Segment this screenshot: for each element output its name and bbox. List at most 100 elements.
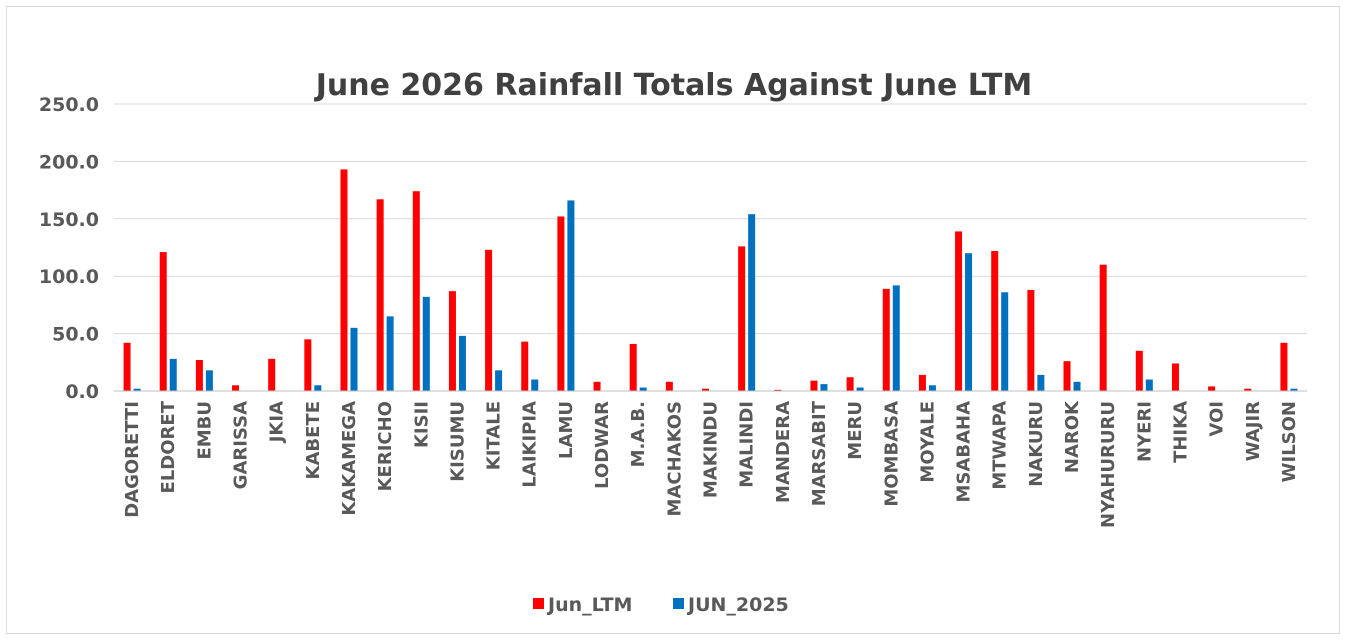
y-tick-label: 0.0: [65, 381, 99, 403]
y-tick-label: 150.0: [39, 209, 99, 231]
x-tick-label: MOMBASA: [881, 401, 902, 507]
x-tick-label: EMBU: [194, 401, 215, 460]
bar-jun-ltm-eldoret: [159, 252, 167, 391]
y-axis: 0.0 50.0 100.0 150.0 200.0 250.0: [39, 94, 99, 403]
bar-jun-2025-kabete: [314, 385, 322, 391]
legend-label-jun-2025: JUN_2025: [686, 594, 789, 616]
bar-jun-2025-mtwapa: [1001, 292, 1009, 391]
bar-jun-ltm-dagoretti: [123, 342, 131, 391]
x-tick-label: MOYALE: [917, 401, 938, 483]
bar-jun-ltm-nakuru: [1027, 289, 1035, 391]
bar-jun-2025-moyale: [928, 385, 936, 391]
bar-jun-ltm-meru: [846, 377, 854, 391]
bar-jun-ltm-kisii: [412, 191, 420, 391]
x-tick-label: NYERI: [1134, 401, 1155, 462]
chart-frame: June 2026 Rainfall Totals Against June L…: [6, 6, 1340, 634]
legend-label-jun-ltm: Jun_LTM: [546, 594, 632, 616]
x-tick-label: NYAHURURU: [1098, 401, 1119, 528]
bar-jun-ltm-m-a-b-: [629, 343, 637, 391]
bar-jun-2025-nakuru: [1037, 374, 1045, 391]
x-tick-label: MARSABIT: [809, 400, 830, 506]
bar-jun-ltm-mtwapa: [991, 250, 999, 391]
bar-jun-ltm-wajir: [1244, 388, 1252, 391]
bar-jun-ltm-kericho: [376, 199, 384, 391]
gridlines: [114, 103, 1307, 392]
bar-jun-2025-msabaha: [965, 253, 973, 391]
y-tick-label: 100.0: [39, 266, 99, 288]
bar-jun-ltm-lodwar: [593, 381, 601, 391]
y-tick-label: 200.0: [39, 151, 99, 173]
x-tick-label: VOI: [1207, 401, 1228, 437]
bar-jun-ltm-jkia: [268, 358, 276, 391]
bar-jun-2025-kakamega: [350, 327, 358, 391]
bar-jun-2025-kitale: [495, 370, 503, 391]
bar-jun-2025-kisii: [422, 296, 430, 391]
bar-jun-ltm-embu: [195, 360, 203, 391]
bar-jun-2025-narok: [1073, 381, 1081, 391]
bar-jun-2025-malindi: [748, 214, 756, 391]
bar-jun-ltm-wilson: [1280, 342, 1288, 391]
x-tick-label: MALINDI: [737, 401, 758, 488]
bar-jun-2025-embu: [205, 370, 213, 391]
bar-jun-ltm-nyeri: [1135, 350, 1143, 391]
bar-jun-ltm-narok: [1063, 361, 1071, 391]
x-tick-label: KAKAMEGA: [339, 401, 360, 516]
bar-jun-2025-mombasa: [892, 285, 900, 391]
bar-jun-2025-wilson: [1290, 388, 1298, 391]
bar-jun-ltm-marsabit: [810, 380, 818, 391]
bar-jun-2025-lamu: [567, 200, 575, 391]
bar-jun-ltm-msabaha: [955, 231, 963, 391]
bar-jun-ltm-kabete: [304, 339, 312, 391]
bar-jun-ltm-mombasa: [882, 288, 890, 391]
bar-jun-2025-meru: [856, 387, 864, 391]
bar-jun-ltm-lamu: [557, 216, 565, 391]
bar-jun-2025-kisumu: [458, 335, 466, 391]
bar-jun-2025-eldoret: [169, 358, 177, 391]
y-tick-label: 250.0: [39, 94, 99, 116]
bar-jun-ltm-makindu: [702, 388, 709, 391]
x-tick-label: LAIKIPIA: [520, 401, 541, 488]
legend-swatch-jun-2025: [673, 598, 684, 609]
x-tick-label: KABETE: [303, 401, 324, 479]
bar-jun-ltm-laikipia: [521, 341, 529, 391]
bar-jun-2025-m-a-b-: [639, 387, 647, 391]
bar-jun-ltm-mandera: [774, 389, 782, 391]
bar-jun-ltm-machakos: [665, 381, 673, 391]
x-tick-label: MSABAHA: [954, 401, 975, 503]
x-tick-label: MAKINDU: [701, 401, 722, 498]
x-tick-label: DAGORETTI: [122, 401, 143, 518]
x-tick-label: LODWAR: [592, 401, 613, 489]
x-tick-label: WAJIR: [1243, 401, 1264, 461]
x-tick-label: ELDORET: [158, 400, 179, 493]
bar-jun-2025-nyeri: [1145, 379, 1153, 391]
bar-jun-2025-laikipia: [531, 379, 539, 391]
bar-jun-ltm-kakamega: [340, 169, 348, 391]
x-tick-label: GARISSA: [231, 401, 252, 489]
x-tick-label: M.A.B.: [628, 401, 649, 467]
bar-jun-ltm-thika: [1171, 363, 1179, 391]
x-tick-label: NAKURU: [1026, 401, 1047, 487]
rainfall-chart: June 2026 Rainfall Totals Against June L…: [39, 68, 1307, 616]
x-tick-label: KITALE: [484, 401, 505, 470]
bar-jun-ltm-kitale: [485, 249, 493, 391]
bar-jun-ltm-nyahururu: [1099, 264, 1107, 391]
x-tick-label: MERU: [845, 401, 866, 460]
bar-jun-ltm-garissa: [232, 385, 240, 391]
bar-jun-ltm-malindi: [738, 246, 746, 391]
x-tick-label: NAROK: [1062, 400, 1083, 473]
chart-title: June 2026 Rainfall Totals Against June L…: [314, 68, 1033, 103]
x-tick-label: LAMU: [556, 401, 577, 459]
x-tick-label: KERICHO: [375, 401, 396, 491]
x-tick-label: KISII: [411, 401, 432, 448]
bar-jun-2025-kericho: [386, 316, 394, 391]
bar-jun-2025-dagoretti: [133, 388, 141, 391]
x-axis: DAGORETTI ELDORET EMBU GARISSA JKIA KABETE KAK…: [114, 390, 1307, 528]
x-tick-label: THIKA: [1170, 401, 1191, 463]
x-tick-label: KISUMU: [447, 401, 468, 482]
x-tick-label: WILSON: [1279, 401, 1300, 482]
bar-jun-2025-marsabit: [820, 384, 828, 391]
y-tick-label: 50.0: [52, 324, 99, 346]
bar-jun-ltm-moyale: [918, 374, 926, 391]
x-tick-label: JKIA: [267, 401, 288, 444]
legend-swatch-jun-ltm: [533, 598, 544, 609]
